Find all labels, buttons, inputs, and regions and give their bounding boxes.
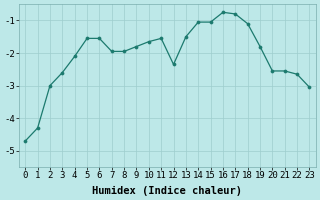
X-axis label: Humidex (Indice chaleur): Humidex (Indice chaleur)	[92, 186, 242, 196]
